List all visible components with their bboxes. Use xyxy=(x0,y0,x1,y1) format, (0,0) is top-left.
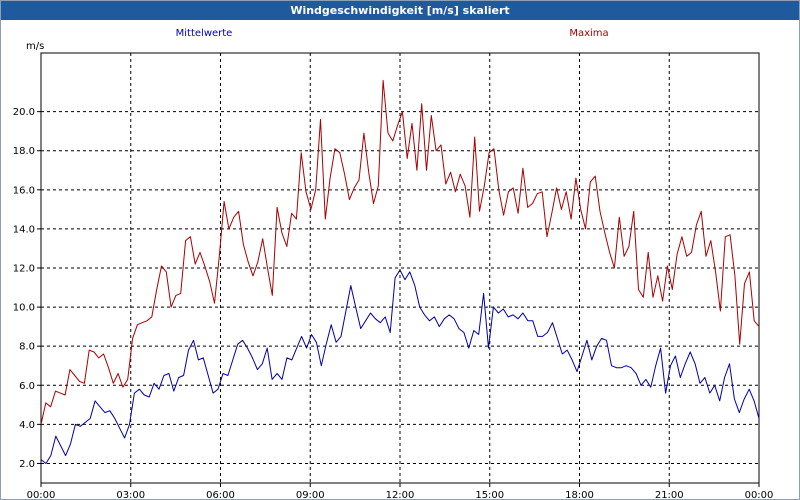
x-tick-time: 03:00 xyxy=(116,490,145,499)
x-tick-time: 21:00 xyxy=(655,490,684,499)
x-tick-time: 00:00 xyxy=(745,490,774,499)
series-line-mittelwerte xyxy=(40,269,760,464)
x-tick-time: 12:00 xyxy=(386,490,415,499)
x-tick-time: 00:00 xyxy=(27,490,56,499)
line-chart: m/s Mittelwerte Maxima 2.0 4.0 6.0 8.0 10.0 1… xyxy=(13,28,774,499)
x-axis-ticks: 00:0031.01.2203:0031.01.2206:0031.01.220… xyxy=(27,483,774,499)
y-tick-label: 8.0 xyxy=(19,342,35,353)
y-axis-label: m/s xyxy=(26,41,44,52)
x-tick-time: 09:00 xyxy=(296,490,325,499)
series-lines xyxy=(40,79,760,464)
y-tick-label: 16.0 xyxy=(13,185,35,196)
y-tick-label: 18.0 xyxy=(13,146,35,157)
y-axis-ticks: 2.0 4.0 6.0 8.0 10.0 12.0 14.0 16.0 18.0 20.0 xyxy=(13,107,41,470)
y-tick-label: 20.0 xyxy=(13,107,35,118)
x-tick-time: 15:00 xyxy=(475,490,504,499)
y-tick-label: 4.0 xyxy=(19,420,35,431)
y-tick-label: 14.0 xyxy=(13,224,35,235)
series-line-maxima xyxy=(40,79,760,425)
y-tick-label: 6.0 xyxy=(19,381,35,392)
legend-mittelwerte: Mittelwerte xyxy=(176,28,233,39)
window-title: Windgeschwindigkeit [m/s] skaliert xyxy=(1,1,799,20)
x-tick-time: 06:00 xyxy=(206,490,235,499)
y-tick-label: 12.0 xyxy=(13,264,35,275)
legend-maxima: Maxima xyxy=(569,28,608,39)
y-tick-label: 10.0 xyxy=(13,303,35,314)
y-tick-label: 2.0 xyxy=(19,459,35,470)
x-tick-time: 18:00 xyxy=(565,490,594,499)
